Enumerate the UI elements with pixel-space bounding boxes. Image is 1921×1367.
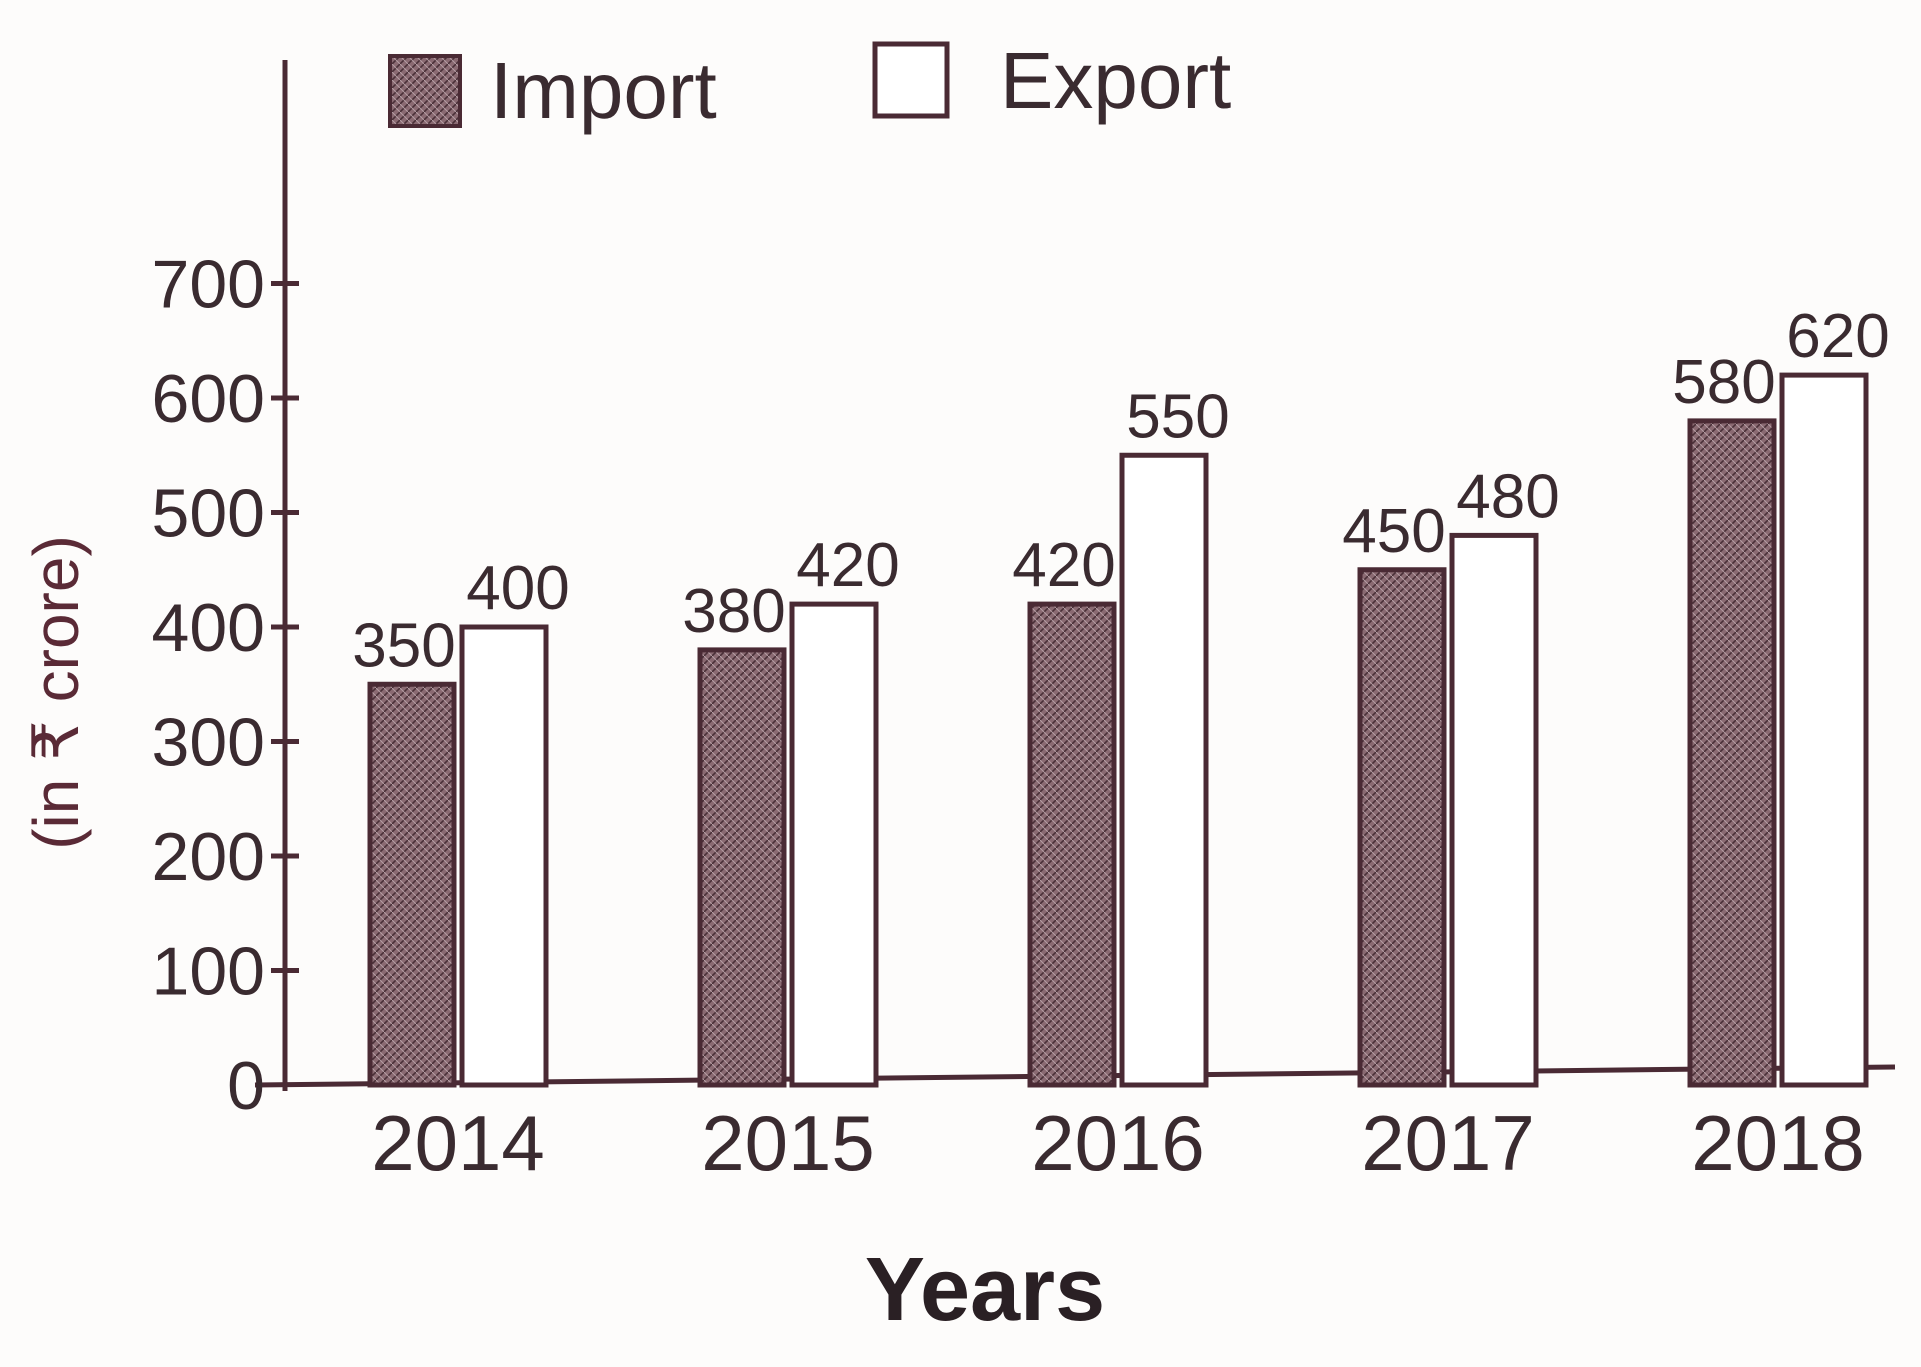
data-label-export-2016: 550 [1126, 382, 1229, 451]
bar-export-2017 [1449, 532, 1539, 1088]
legend-swatch-import [388, 54, 462, 128]
y-tick-label-0: 0 [227, 1048, 265, 1124]
x-axis-title: Years [865, 1240, 1105, 1340]
legend-label-import: Import [490, 46, 717, 135]
data-label-import-2015: 380 [682, 577, 785, 646]
bar-export-2014 [459, 624, 549, 1088]
y-tick-label-600: 600 [152, 361, 265, 437]
x-tick-label-2016: 2016 [1031, 1099, 1205, 1187]
data-label-export-2014: 400 [466, 554, 569, 623]
y-tick-label-500: 500 [152, 476, 265, 552]
legend-label-export: Export [1000, 36, 1231, 125]
data-label-import-2014: 350 [352, 611, 455, 680]
data-label-import-2017: 450 [1342, 497, 1445, 566]
data-label-export-2015: 420 [796, 531, 899, 600]
bar-import-2018 [1687, 418, 1777, 1088]
bar-import-2017 [1357, 567, 1447, 1088]
data-label-import-2016: 420 [1012, 531, 1115, 600]
bar-export-2016 [1119, 452, 1209, 1088]
bar-import-2014 [367, 681, 457, 1088]
x-tick-label-2015: 2015 [701, 1099, 875, 1187]
y-tick-label-300: 300 [152, 705, 265, 781]
x-tick-label-2018: 2018 [1691, 1099, 1865, 1187]
bar-export-2018 [1779, 372, 1869, 1088]
bar-import-2015 [697, 647, 787, 1088]
bar-export-2015 [789, 601, 879, 1088]
bars-group [367, 372, 1869, 1088]
y-tick-label-200: 200 [152, 819, 265, 895]
data-label-import-2018: 580 [1672, 348, 1775, 417]
x-tick-label-2017: 2017 [1361, 1099, 1535, 1187]
y-tick-label-700: 700 [152, 247, 265, 323]
y-tick-label-400: 400 [152, 590, 265, 666]
legend: Import Export [388, 36, 1231, 135]
bar-import-2016 [1027, 601, 1117, 1088]
data-label-export-2017: 480 [1456, 462, 1559, 531]
legend-swatch-export [872, 41, 950, 119]
y-tick-label-100: 100 [152, 934, 265, 1010]
data-label-export-2018: 620 [1786, 302, 1889, 371]
y-axis-title: (in ₹ crore) [20, 535, 92, 850]
x-tick-label-2014: 2014 [371, 1099, 545, 1187]
